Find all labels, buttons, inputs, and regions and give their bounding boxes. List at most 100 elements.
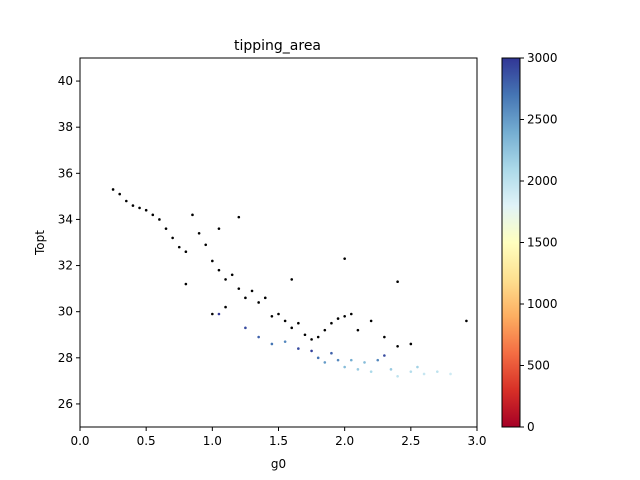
scatter-point-colored-21 [416, 365, 419, 369]
scatter-point-colored-2 [257, 335, 260, 339]
y-tick-label: 36 [58, 166, 73, 180]
scatter-point-black-47 [290, 278, 294, 281]
scatter-point-colored-22 [422, 372, 426, 376]
scatter-point-black-18 [230, 273, 234, 277]
scatter-point-black-14 [204, 243, 208, 247]
scatter-point-colored-0 [217, 312, 221, 316]
scatter-point-black-0 [111, 188, 115, 191]
scatter-point-colored-7 [316, 356, 320, 360]
scatter-point-black-1 [118, 192, 121, 196]
colorbar-tick-label: 2000 [527, 174, 558, 188]
y-axis-ticks: 26 28 30 32 34 36 38 40 [58, 74, 80, 411]
scatter-points [111, 188, 468, 378]
x-tick-label: 1.5 [269, 434, 288, 448]
scatter-point-black-42 [343, 257, 346, 260]
scatter-point-black-35 [343, 315, 346, 318]
scatter-point-colored-14 [363, 361, 366, 364]
scatter-point-black-12 [191, 213, 194, 217]
scatter-point-black-29 [303, 333, 307, 337]
y-tick-label: 26 [58, 397, 73, 411]
scatter-point-colored-11 [343, 365, 346, 369]
scatter-point-colored-8 [323, 361, 327, 364]
y-axis-label: Topt [33, 230, 47, 256]
scatter-point-black-23 [263, 296, 267, 300]
scatter-point-colored-10 [336, 358, 340, 362]
y-tick-label: 34 [58, 212, 73, 226]
scatter-point-colored-15 [369, 370, 373, 373]
scatter-point-black-2 [125, 199, 128, 203]
scatter-point-black-24 [270, 315, 274, 318]
colorbar-tick-label: 500 [527, 359, 550, 373]
scatter-point-black-10 [177, 245, 181, 249]
colorbar [501, 57, 521, 428]
colorbar-tick-label: 1500 [527, 236, 558, 250]
colorbar-tick-label: 3000 [527, 51, 558, 65]
x-axis-label: g0 [271, 457, 286, 471]
scatter-point-colored-19 [396, 374, 399, 378]
scatter-point-black-21 [250, 289, 254, 293]
scatter-point-black-16 [217, 268, 221, 272]
scatter-point-black-33 [330, 321, 333, 325]
scatter-point-colored-6 [310, 349, 313, 353]
scatter-point-black-44 [465, 319, 468, 323]
scatter-point-colored-12 [349, 358, 353, 362]
scatter-point-black-11 [184, 250, 188, 254]
colorbar-tick-label: 2500 [527, 113, 558, 127]
y-tick-label: 32 [58, 259, 73, 273]
scatter-point-colored-13 [356, 368, 360, 371]
scatter-point-black-50 [224, 305, 227, 309]
scatter-point-black-36 [349, 312, 353, 316]
scatter-point-black-3 [131, 204, 135, 207]
scatter-point-black-45 [237, 215, 241, 219]
colorbar-ticks: 0 500 1000 1500 2000 2500 3000 [520, 51, 558, 434]
colorbar-tick-label: 0 [527, 420, 535, 434]
plot-frame [79, 57, 478, 428]
scatter-point-colored-5 [297, 347, 300, 350]
scatter-point-black-31 [316, 335, 320, 339]
x-tick-label: 0.0 [70, 434, 89, 448]
scatter-point-black-22 [257, 301, 260, 304]
scatter-point-black-43 [396, 280, 399, 284]
x-tick-label: 2.5 [401, 434, 420, 448]
scatter-point-black-19 [237, 287, 241, 290]
scatter-point-black-20 [244, 296, 247, 300]
scatter-point-black-40 [396, 344, 399, 348]
scatter-point-colored-4 [283, 340, 287, 343]
y-tick-label: 40 [58, 74, 73, 88]
scatter-point-black-34 [336, 317, 340, 320]
scatter-point-black-28 [297, 321, 300, 325]
scatter-point-black-32 [323, 328, 327, 332]
scatter-point-black-30 [310, 338, 313, 341]
scatter-point-black-48 [184, 282, 188, 286]
scatter-point-black-39 [383, 335, 386, 339]
scatter-point-black-26 [283, 319, 287, 323]
scatter-point-colored-17 [383, 354, 386, 357]
scatter-point-black-4 [138, 206, 141, 210]
scatter-point-colored-9 [330, 351, 333, 355]
scatter-point-black-25 [277, 312, 280, 316]
scatter-point-colored-18 [389, 368, 393, 371]
x-axis-ticks: 0.0 0.5 1.0 1.5 2.0 2.5 3.0 [70, 427, 487, 448]
scatter-point-black-38 [369, 319, 373, 323]
scatter-point-black-49 [211, 312, 214, 316]
scatter-point-black-41 [409, 342, 413, 346]
x-tick-label: 2.0 [335, 434, 354, 448]
x-tick-label: 1.0 [203, 434, 222, 448]
y-tick-label: 30 [58, 305, 73, 319]
scatter-point-black-6 [151, 213, 155, 217]
scatter-point-colored-24 [449, 372, 452, 376]
scatter-point-black-8 [164, 227, 168, 230]
scatter-point-black-27 [290, 326, 294, 330]
chart-title: tipping_area [234, 38, 321, 54]
y-tick-label: 28 [58, 351, 73, 365]
colorbar-tick-label: 1000 [527, 297, 558, 311]
scatter-point-colored-20 [409, 370, 413, 373]
scatter-point-black-17 [224, 278, 227, 281]
scatter-point-black-15 [211, 259, 214, 263]
x-tick-label: 0.5 [137, 434, 156, 448]
scatter-point-colored-23 [436, 370, 439, 373]
x-tick-label: 3.0 [467, 434, 486, 448]
scatter-point-black-7 [158, 218, 161, 221]
scatter-point-colored-1 [244, 326, 247, 330]
